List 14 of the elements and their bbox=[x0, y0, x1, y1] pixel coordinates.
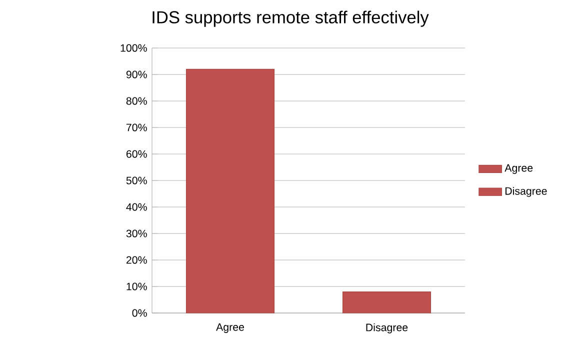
legend-label: Disagree bbox=[506, 186, 547, 197]
y-tick-label: 100% bbox=[120, 44, 147, 52]
y-tick-label: 30% bbox=[126, 230, 147, 238]
y-tick-label: 80% bbox=[126, 97, 147, 105]
legend-label: Agree bbox=[504, 164, 533, 174]
y-tick-label: 10% bbox=[126, 282, 147, 290]
y-tick-label: 50% bbox=[126, 176, 147, 184]
y-tick-label: 20% bbox=[126, 256, 147, 264]
y-tick-label: 0% bbox=[132, 309, 147, 317]
y-tick-label: 70% bbox=[126, 124, 147, 132]
chart-title: IDS supports remote staff effectively bbox=[152, 10, 429, 27]
y-tick-label: 60% bbox=[126, 150, 147, 158]
y-tick-label: 90% bbox=[126, 70, 147, 78]
y-tick-label: 40% bbox=[126, 203, 147, 211]
